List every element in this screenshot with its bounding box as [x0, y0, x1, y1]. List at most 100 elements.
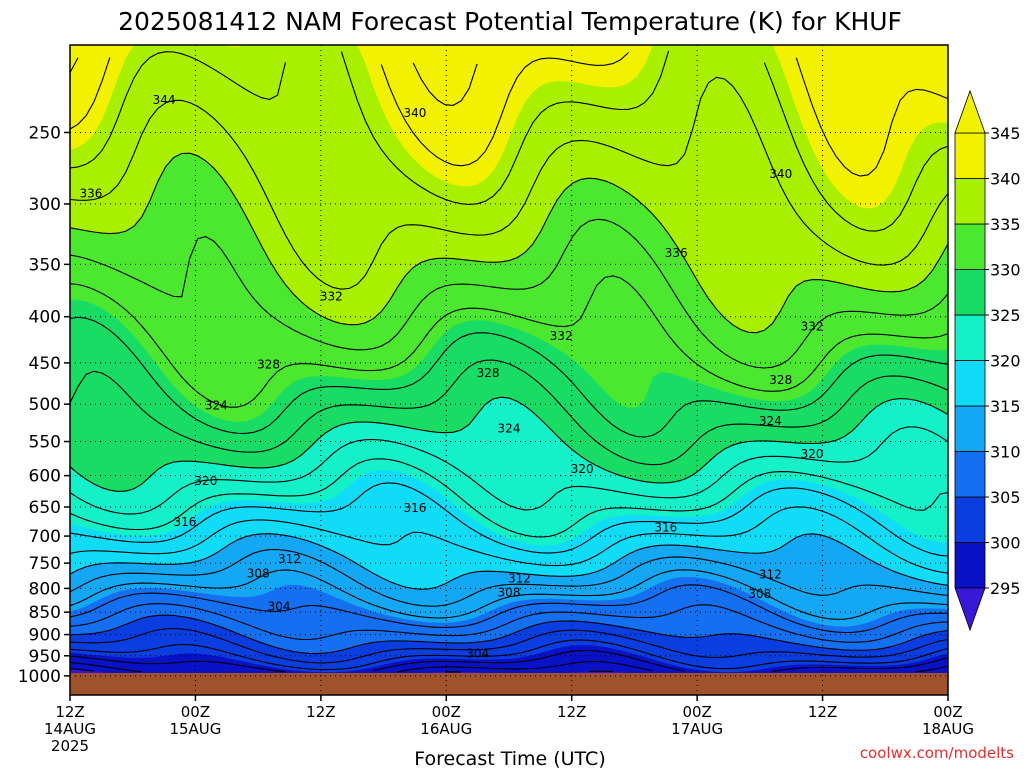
colorbar-segment-325 [954, 269, 986, 316]
x-tick-label: 15AUG [169, 720, 221, 738]
colorbar-segment-340 [954, 132, 986, 179]
contour-line-316 [69, 569, 949, 620]
contour-line-300 [69, 668, 613, 673]
x-tick-label: 2025 [51, 737, 89, 755]
y-tick-label: 400 [29, 308, 61, 328]
contour-label: 312 [278, 552, 301, 566]
plot-area: 344 340 340 336 336 332 332 332 328 328 328 324 324 3… [69, 44, 949, 696]
contour-line-332 [69, 359, 949, 466]
x-tick-label: 12Z [55, 703, 84, 721]
y-tick-label: 850 [29, 603, 61, 623]
y-tick-label: 600 [29, 467, 61, 487]
x-tick-label: 16AUG [420, 720, 472, 738]
shade-band-345 [70, 45, 948, 209]
contour-label: 332 [550, 329, 573, 343]
y-tick-label: 650 [29, 498, 61, 518]
contour-line-336 [69, 275, 949, 408]
contour-label: 324 [498, 421, 521, 435]
y-tick-label: 950 [29, 647, 61, 667]
colorbar-label: 335 [990, 215, 1021, 234]
contour-label: 332 [801, 319, 824, 333]
contour-line-328 [69, 426, 949, 515]
contour-label: 336 [79, 186, 102, 200]
contour-label: 328 [477, 366, 500, 380]
contour-line-348 [69, 57, 478, 106]
contour-label: 308 [498, 585, 521, 599]
contour-line-314 [69, 584, 949, 634]
contour-label: 320 [801, 447, 824, 461]
contour-line-330 [69, 396, 949, 492]
x-tick-label: 00Z [682, 703, 711, 721]
colorbar-segment-310 [954, 405, 986, 452]
x-tick-label: 12Z [306, 703, 335, 721]
x-tick-label: 12Z [808, 703, 837, 721]
contour-label: 308 [748, 587, 771, 601]
plot-frame [69, 44, 949, 696]
contour-label: 320 [571, 462, 594, 476]
y-tick-label: 350 [29, 255, 61, 275]
colorbar-label: 330 [990, 261, 1021, 280]
contour-label: 312 [508, 571, 531, 585]
credit-link[interactable]: coolwx.com/modelts [860, 744, 1014, 762]
contour-label: 340 [403, 106, 426, 120]
y-tick-label: 700 [29, 527, 61, 547]
contour-label: 324 [205, 399, 228, 413]
colorbar-label: 305 [990, 488, 1021, 507]
colorbar-extend-min [954, 587, 986, 632]
x-tick-label: 18AUG [922, 720, 974, 738]
colorbar-label: 325 [990, 306, 1021, 325]
x-tick-label: 14AUG [44, 720, 96, 738]
contour-label: 328 [769, 373, 792, 387]
y-axis: 250 300 350 400 450 500 550 600 650 700 750 800 850 9… [18, 123, 70, 687]
contour-label: 304 [268, 600, 291, 614]
contour-label: 308 [247, 566, 270, 580]
contour-line-318 [69, 548, 949, 607]
colorbar-segment-330 [954, 223, 986, 270]
colorbar-label: 340 [990, 170, 1021, 189]
colorbar-label: 310 [990, 443, 1021, 462]
y-tick-label: 550 [29, 433, 61, 453]
contour-line-340 [69, 152, 949, 334]
contour-line-342 [69, 76, 949, 290]
contour-line-312 [69, 603, 949, 643]
contour-label: 328 [257, 358, 280, 372]
contour-label: 316 [403, 501, 426, 515]
colorbar-segment-295 [954, 542, 986, 589]
contour-label: 316 [654, 521, 677, 535]
y-tick-label: 450 [29, 354, 61, 374]
contour-label: 304 [466, 646, 489, 660]
colorbar-segment-300 [954, 496, 986, 543]
y-tick-label: 750 [29, 554, 61, 574]
contour-line-322 [69, 506, 949, 574]
y-tick-label: 250 [29, 123, 61, 143]
x-tick-label: 17AUG [671, 720, 723, 738]
colorbar-label: 345 [990, 124, 1021, 143]
x-tick-label: 12Z [557, 703, 586, 721]
ground-layer [70, 673, 948, 695]
contour-label: 332 [320, 290, 343, 304]
contour-label: 340 [769, 167, 792, 181]
x-axis-label: Forecast Time (UTC) [414, 748, 605, 768]
contour-line-310 [69, 614, 949, 655]
contour-line-344 [69, 50, 949, 232]
colorbar-extend-max [954, 89, 986, 134]
contour-line-304 [69, 650, 949, 673]
shade-band-340 [70, 45, 948, 333]
contour-label: 344 [153, 93, 176, 107]
colorbar-segment-320 [954, 314, 986, 361]
y-tick-label: 300 [29, 195, 61, 215]
contour-line-320 [69, 533, 949, 590]
colorbar: 295 300 305 310 315 320 325 330 335 340 345 [954, 89, 1021, 632]
colorbar-segment-305 [954, 451, 986, 498]
contour-line-324 [69, 482, 949, 557]
chart-title: 2025081412 NAM Forecast Potential Temper… [118, 7, 902, 36]
colorbar-segment-335 [954, 178, 986, 225]
colorbar-label: 320 [990, 352, 1021, 371]
x-tick-label: 00Z [933, 703, 962, 721]
contour-line-338 [69, 218, 949, 369]
y-tick-label: 900 [29, 626, 61, 646]
contour-label: 336 [665, 246, 688, 260]
contour-line-302 [69, 661, 949, 673]
